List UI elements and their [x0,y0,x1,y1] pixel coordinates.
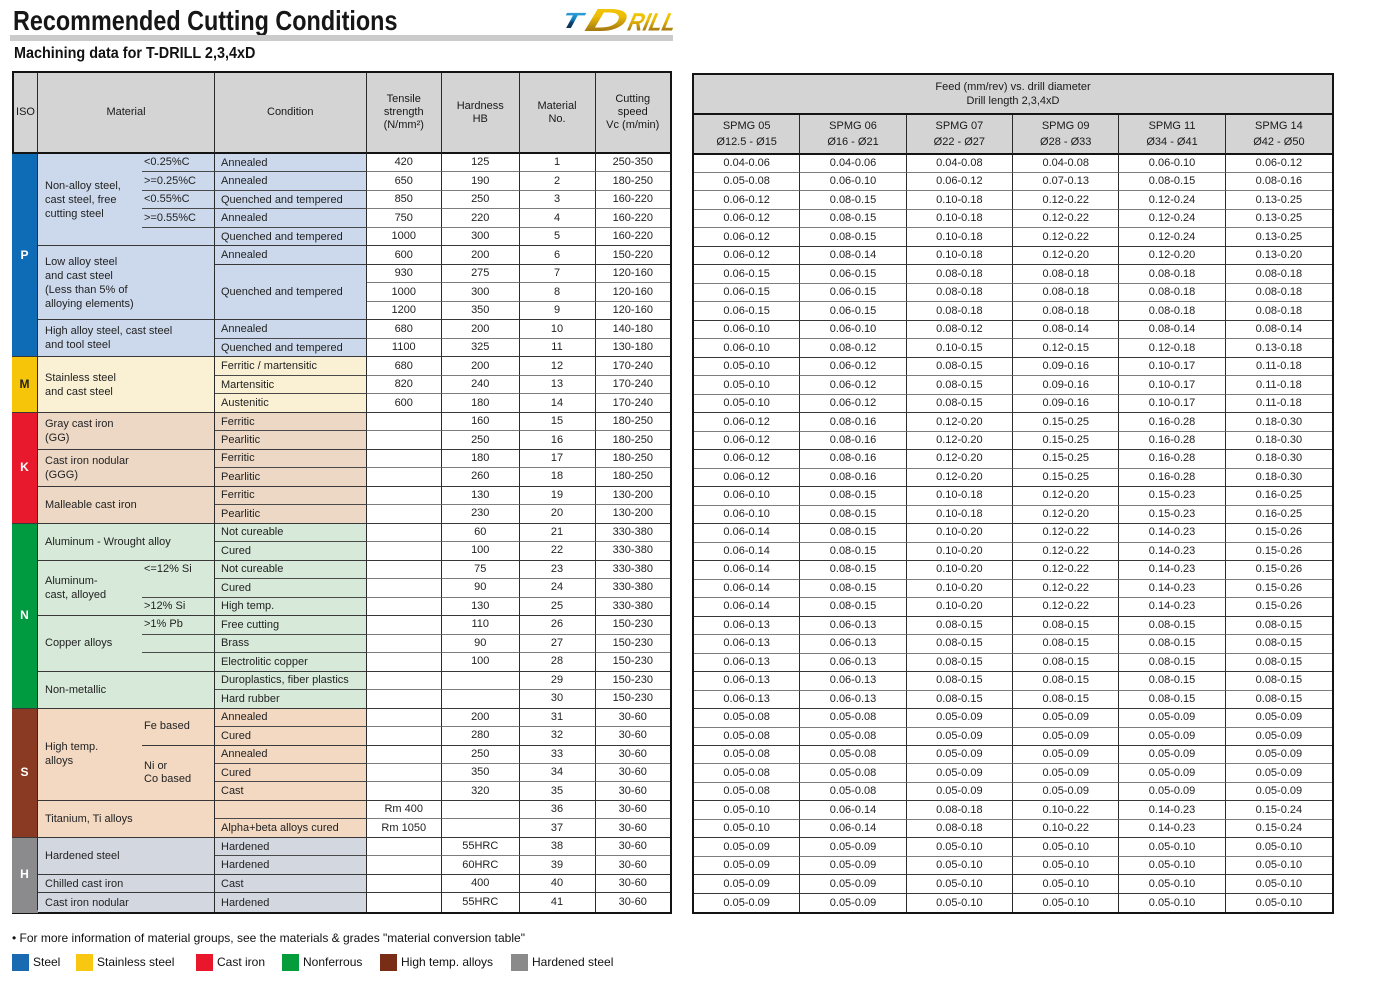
svg-text:D: D [582,3,632,37]
svg-text:RILL: RILL [625,9,679,37]
